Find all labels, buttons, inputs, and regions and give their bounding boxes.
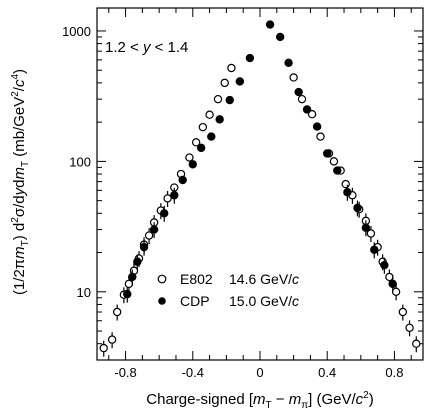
e802-point — [385, 272, 394, 282]
cdp-point — [123, 289, 132, 299]
y-tick-label: 10 — [77, 285, 91, 300]
cdp-point — [361, 223, 371, 232]
cdp-point — [245, 53, 255, 63]
e802-point — [185, 153, 194, 162]
e802-point — [107, 335, 117, 344]
e802-point — [227, 63, 236, 73]
cdp-point — [235, 77, 245, 86]
cdp-point — [160, 209, 169, 218]
cdp-point — [178, 175, 187, 185]
legend-label-e802: E802 14.6 GeV/c — [180, 271, 299, 287]
legend: E802 14.6 GeV/c CDP 15.0 GeV/c — [157, 271, 299, 309]
y-tick-label: 100 — [69, 154, 91, 169]
legend-marker-e802 — [157, 274, 167, 284]
cdp-point — [343, 188, 352, 197]
cdp-point — [196, 143, 206, 153]
e802-point — [144, 231, 154, 240]
x-tick-label: -0.8 — [114, 365, 136, 380]
e802-point — [124, 279, 134, 289]
cdp-point — [207, 132, 216, 141]
cdp-point — [294, 87, 303, 97]
y-tick-label: 1000 — [62, 24, 91, 39]
e802-point — [341, 179, 350, 189]
x-axis-title: Charge-signed [mT − mπ] (GeV/c2) — [146, 390, 373, 411]
x-tick-label: 0.4 — [318, 365, 336, 380]
y-tick-labels: 10 100 1000 — [62, 24, 91, 300]
e802-point — [112, 307, 122, 317]
legend-marker-cdp — [158, 297, 166, 305]
plot-annotation: 1.2 < y < 1.4 — [105, 39, 188, 56]
cdp-point — [188, 160, 197, 169]
cdp-point — [215, 115, 224, 124]
e802-point — [220, 78, 229, 88]
cdp-point — [370, 245, 379, 254]
cdp-point — [333, 166, 342, 175]
e802-point — [366, 229, 376, 238]
cdp-point — [225, 95, 234, 105]
data-marks — [99, 20, 421, 357]
e802-point — [198, 122, 208, 132]
x-tick-label: 0 — [256, 365, 263, 380]
e802-point — [191, 138, 201, 147]
cdp-point — [133, 257, 142, 266]
cdp-point — [265, 20, 275, 29]
e802-point — [99, 343, 108, 353]
x-tick-label: 0.8 — [385, 365, 403, 380]
cdp-point — [170, 191, 179, 200]
cdp-point — [284, 58, 293, 68]
x-tick-labels: -0.8 -0.4 0 0.4 0.8 — [114, 365, 403, 380]
cdp-point — [302, 105, 312, 114]
e802-point — [329, 157, 339, 166]
cdp-point — [275, 32, 285, 42]
e802-point — [405, 323, 414, 332]
e802-point — [316, 132, 325, 141]
e802-point — [398, 307, 408, 317]
e802-point — [205, 110, 214, 119]
cdp-point — [380, 260, 389, 270]
e802-point — [297, 94, 307, 104]
cdp-point — [128, 272, 137, 282]
legend-label-cdp: CDP 15.0 GeV/c — [180, 293, 299, 309]
e802-point — [163, 194, 172, 203]
e802-point — [213, 94, 223, 104]
cdp-point — [149, 225, 159, 234]
cdp-point — [388, 279, 397, 289]
e802-point — [391, 287, 401, 297]
axis-ticks — [97, 8, 423, 361]
e802-point — [307, 110, 317, 119]
e802-point — [412, 339, 421, 348]
cdp-point — [353, 203, 362, 213]
cdp-point — [312, 122, 322, 131]
cdp-point — [139, 242, 149, 252]
y-axis-title: (1/2πmT) d2σ/dydmT (mb/GeV2/c4) — [10, 69, 31, 295]
x-tick-label: -0.4 — [182, 365, 204, 380]
e802-point — [289, 73, 298, 82]
cdp-point — [323, 149, 332, 158]
